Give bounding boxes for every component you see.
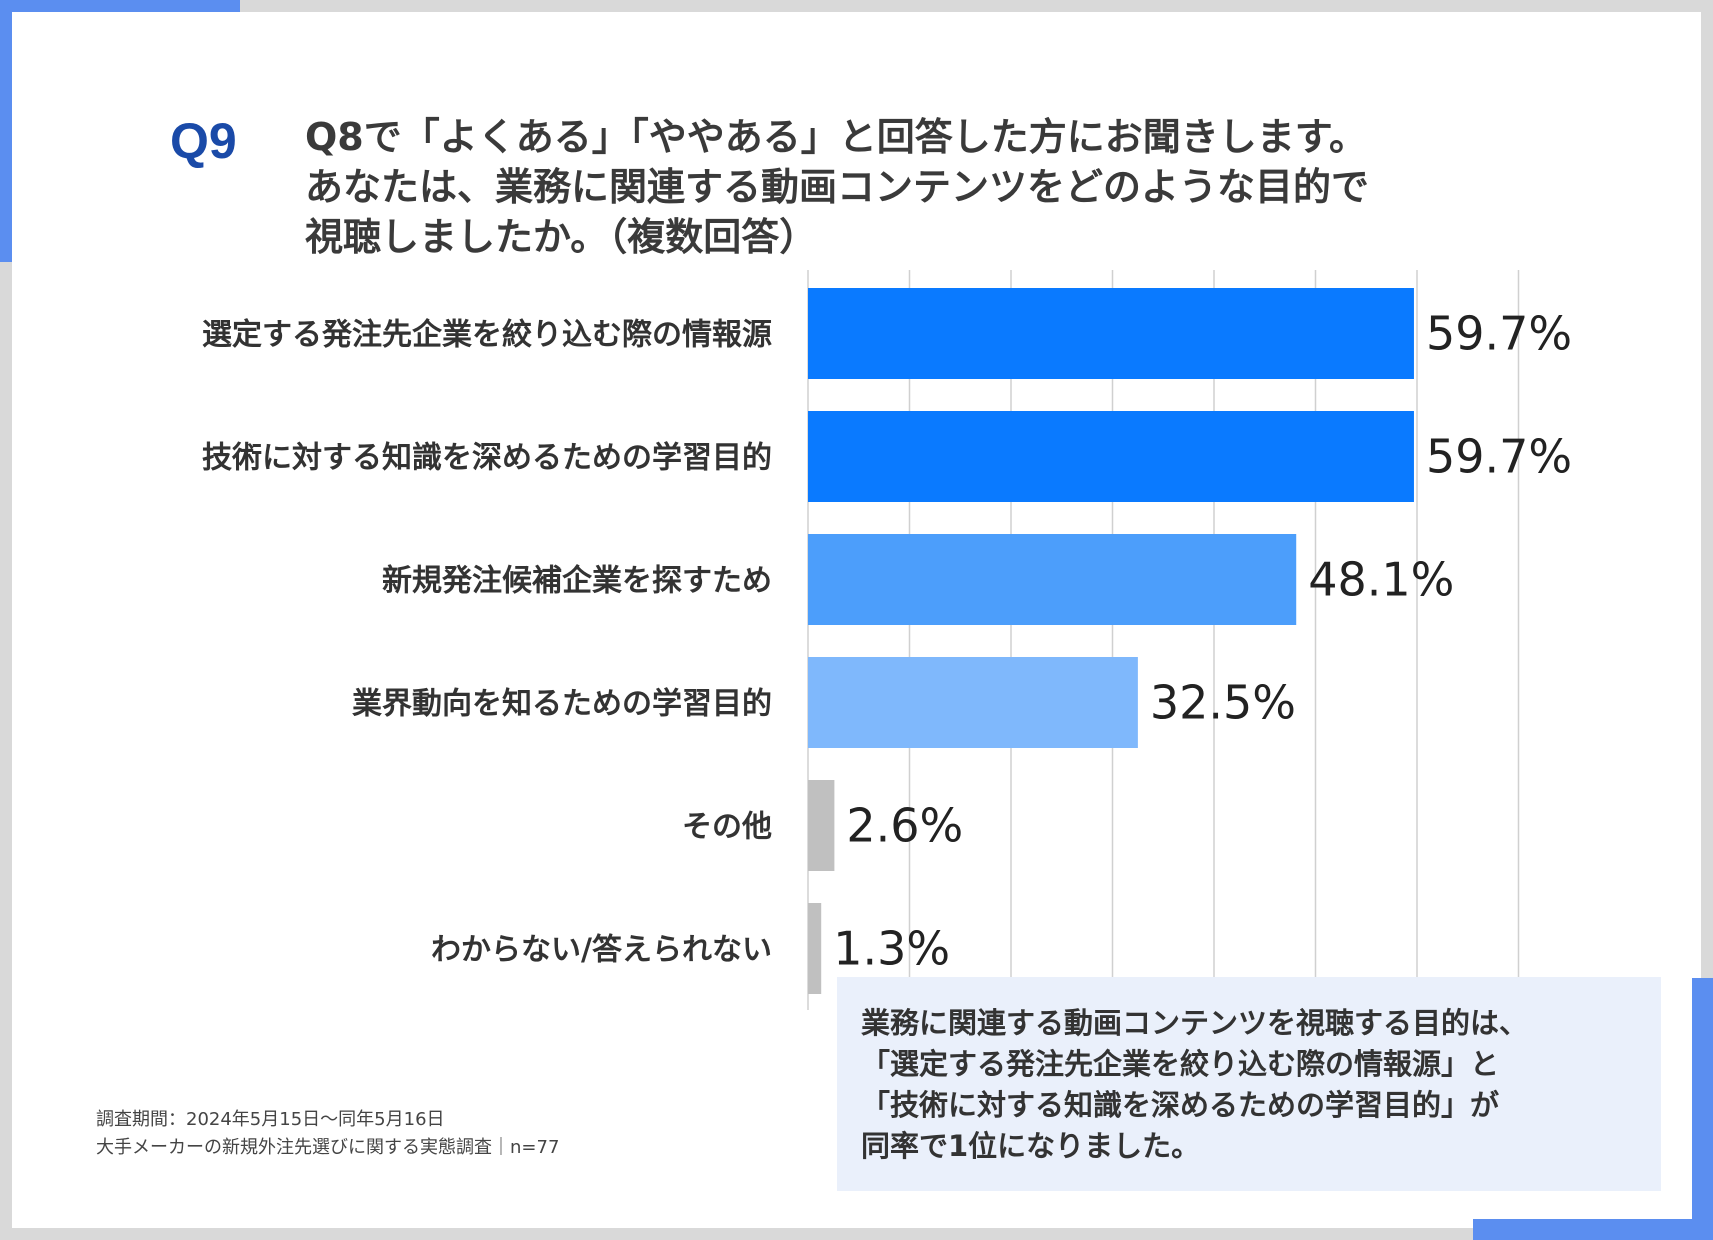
summary-line: 業務に関連する動画コンテンツを視聴する目的は、 <box>861 1006 1529 1040</box>
category-label: その他 <box>682 810 772 845</box>
question-title: Q8で「よくある」「ややある」と回答した方にお聞きします。 あなたは、業務に関連… <box>305 112 1565 262</box>
category-label: 業界動向を知るための学習目的 <box>352 687 772 722</box>
bar <box>808 780 835 871</box>
bar <box>808 411 1414 502</box>
value-label: 59.7% <box>1426 430 1572 484</box>
survey-name: 大手メーカーの新規外注先選びに関する実態調査｜n=77 <box>96 1137 560 1158</box>
corner-accent-bottom-right-vertical <box>1692 978 1713 1240</box>
bar <box>808 534 1297 625</box>
survey-source: 調査期間：2024年5月15日～同年5月16日 大手メーカーの新規外注先選びに関… <box>96 1106 559 1162</box>
value-label: 32.5% <box>1150 676 1296 730</box>
summary-line: 同率で1位になりました。 <box>861 1129 1201 1163</box>
survey-period: 調査期間：2024年5月15日～同年5月16日 <box>96 1109 445 1130</box>
value-label: 2.6% <box>846 799 963 853</box>
value-label: 48.1% <box>1308 553 1454 607</box>
category-label: 新規発注候補企業を探すため <box>382 564 772 599</box>
summary-line: 「選定する発注先企業を絞り込む際の情報源」と <box>861 1047 1500 1081</box>
question-title-line: 視聴しましたか。（複数回答） <box>305 215 818 259</box>
bar <box>808 903 822 994</box>
category-label: 技術に対する知識を深めるための学習目的 <box>202 441 772 476</box>
value-label: 59.7% <box>1426 307 1572 361</box>
question-title-line: あなたは、業務に関連する動画コンテンツをどのような目的で <box>305 165 1370 209</box>
category-label: わからない/答えられない <box>431 933 772 968</box>
summary-line: 「技術に対する知識を深めるための学習目的」が <box>861 1088 1500 1122</box>
corner-accent-bottom-right-horizontal <box>1473 1219 1713 1240</box>
category-label: 選定する発注先企業を絞り込む際の情報源 <box>202 318 772 353</box>
question-number: Q9 <box>170 113 237 169</box>
summary-box: 業務に関連する動画コンテンツを視聴する目的は、 「選定する発注先企業を絞り込む際… <box>837 977 1661 1191</box>
value-label: 1.3% <box>833 922 950 976</box>
bar <box>808 657 1138 748</box>
bar <box>808 288 1414 379</box>
question-title-line: Q8で「よくある」「ややある」と回答した方にお聞きします。 <box>305 115 1367 159</box>
